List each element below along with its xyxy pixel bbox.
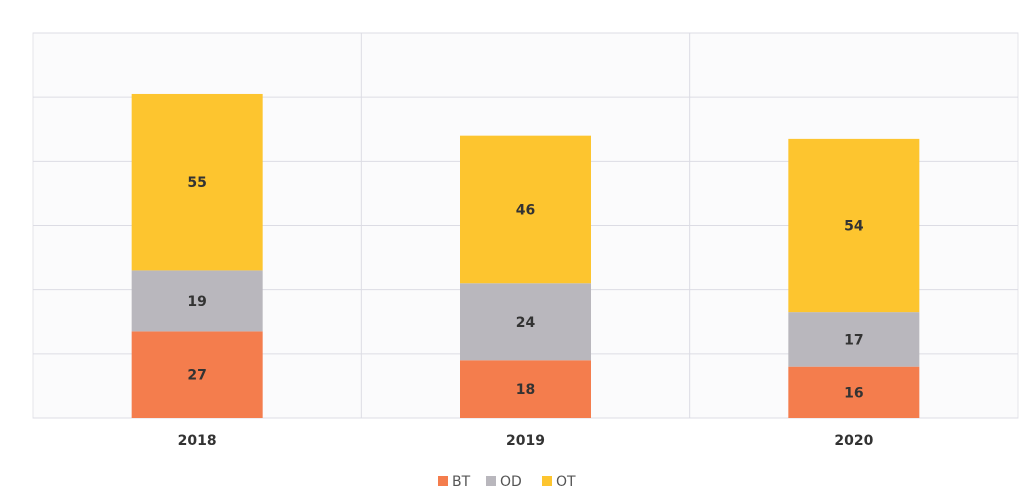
value-label: 18 xyxy=(516,382,535,398)
bar-segment xyxy=(131,331,263,418)
legend-label: OT xyxy=(556,474,576,490)
legend-label: OD xyxy=(500,474,522,490)
value-label: 54 xyxy=(844,219,864,235)
legend-swatch xyxy=(486,476,496,486)
x-tick-label: 2020 xyxy=(834,433,873,449)
bar-segment xyxy=(788,366,920,418)
x-tick-label: 2018 xyxy=(178,433,217,449)
bar-segment xyxy=(788,312,920,367)
legend-swatch xyxy=(542,476,552,486)
legend-swatch xyxy=(438,476,448,486)
bar-segment xyxy=(460,360,591,418)
value-label: 27 xyxy=(187,368,206,384)
legend-label: BT xyxy=(452,474,471,490)
value-label: 55 xyxy=(187,175,206,191)
value-label: 17 xyxy=(844,332,863,348)
bar-segment xyxy=(131,270,263,332)
value-label: 19 xyxy=(187,294,206,310)
value-label: 46 xyxy=(516,202,535,218)
x-tick-label: 2019 xyxy=(506,433,545,449)
bar-segment xyxy=(460,283,591,361)
bar-segment xyxy=(460,135,591,284)
bar-segment xyxy=(788,138,920,313)
value-label: 16 xyxy=(844,385,863,401)
value-label: 24 xyxy=(516,315,536,331)
bar-segment xyxy=(131,93,263,271)
